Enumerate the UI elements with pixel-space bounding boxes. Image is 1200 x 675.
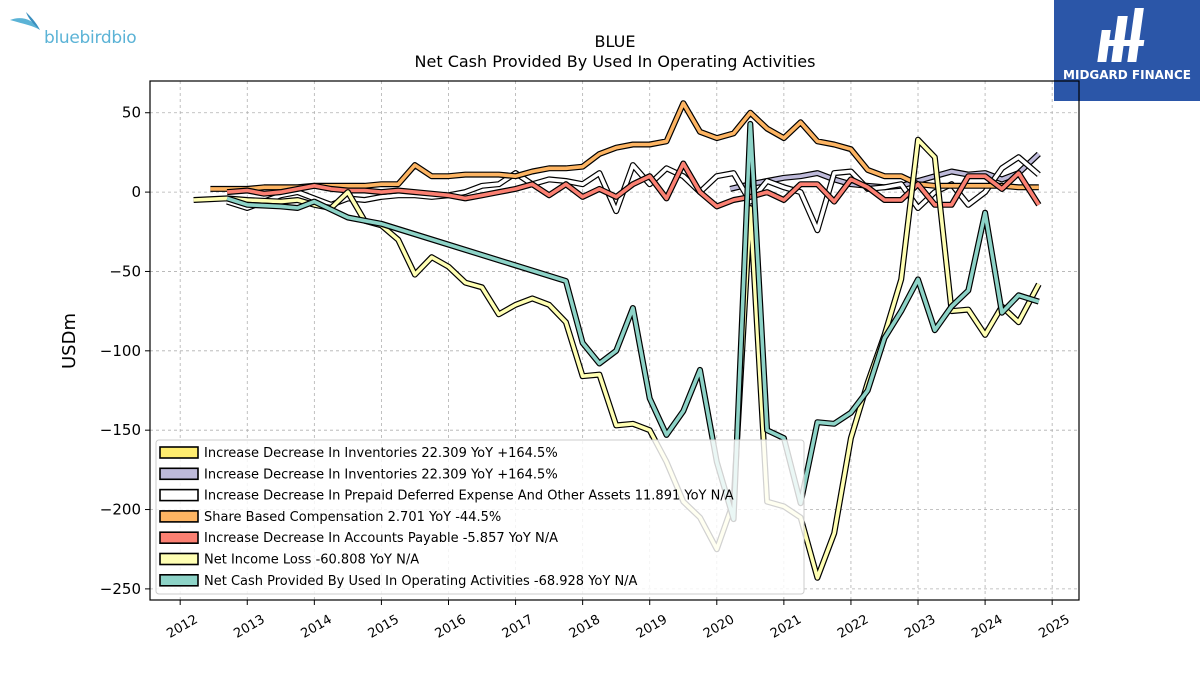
x-tick-label: 2018 [567, 612, 603, 642]
y-tick-label: 0 [131, 183, 141, 201]
y-tick-label: −150 [100, 421, 141, 439]
legend-swatch-0 [159, 446, 199, 459]
legend-label-2: Increase Decrease In Prepaid Deferred Ex… [204, 489, 734, 504]
x-tick-label: 2013 [231, 612, 267, 642]
legend-swatch-6 [159, 573, 199, 587]
bluebird-icon [10, 12, 40, 30]
x-tick-label: 2017 [500, 612, 536, 642]
bluebirdbio-wordmark: bluebirdbio [44, 28, 137, 48]
plot-frame [149, 80, 1080, 601]
midgard-finance-wordmark: MIDGARD FINANCE [1063, 68, 1191, 82]
legend-swatch-2 [159, 488, 199, 502]
legend-label-5: Net Income Loss -60.808 YoY N/A [204, 553, 419, 568]
x-tick-label: 2012 [164, 612, 200, 642]
x-tick-label: 2024 [969, 612, 1005, 642]
legend-swatch-1 [159, 467, 199, 481]
legend-swatch-4 [159, 531, 199, 545]
x-tick-label: 2021 [768, 612, 804, 642]
x-tick-label: 2014 [299, 612, 335, 642]
midgard-emblem-icon [1097, 8, 1145, 62]
y-axis-label: USDm [59, 313, 80, 369]
midgard-finance-logo: MIDGARD FINANCE [1054, 0, 1200, 101]
legend-swatch-3 [159, 510, 199, 523]
x-tick-label: 2016 [433, 612, 469, 642]
legend-label-1: Increase Decrease In Inventories 22.309 … [204, 467, 558, 482]
series-line-4 [226, 161, 1041, 209]
series-line-3 [210, 101, 1039, 191]
x-tick-label: 2022 [835, 612, 871, 642]
y-tick-label: −200 [100, 501, 141, 519]
y-tick-label: 50 [122, 104, 141, 122]
series-line-2 [226, 155, 1040, 232]
chart-subtitle: Net Cash Provided By Used In Operating A… [415, 52, 816, 71]
grid-lines [150, 81, 1079, 600]
y-tick-label: −100 [100, 342, 141, 360]
x-tick-label: 2023 [902, 612, 938, 642]
legend-label-3: Share Based Compensation 2.701 YoY -44.5… [204, 510, 501, 525]
series-layer [193, 100, 1042, 581]
y-tick-label: −250 [100, 580, 141, 598]
x-tick-label: 2019 [634, 612, 670, 642]
legend-label-0: Increase Decrease In Inventories 22.309 … [204, 446, 558, 461]
x-tick-label: 2025 [1036, 612, 1072, 642]
chart-title: BLUE [595, 32, 636, 51]
x-tick-label: 2015 [366, 612, 402, 642]
x-tick-label: 2020 [701, 612, 737, 642]
bluebirdbio-logo: bluebirdbio [6, 8, 156, 52]
legend: Increase Decrease In Inventories 22.309 … [155, 439, 805, 595]
legend-swatch-5 [159, 552, 199, 566]
legend-label-6: Net Cash Provided By Used In Operating A… [204, 574, 638, 589]
y-tick-label: −50 [109, 262, 141, 280]
legend-box [155, 439, 805, 595]
legend-label-4: Increase Decrease In Accounts Payable -5… [204, 531, 558, 546]
